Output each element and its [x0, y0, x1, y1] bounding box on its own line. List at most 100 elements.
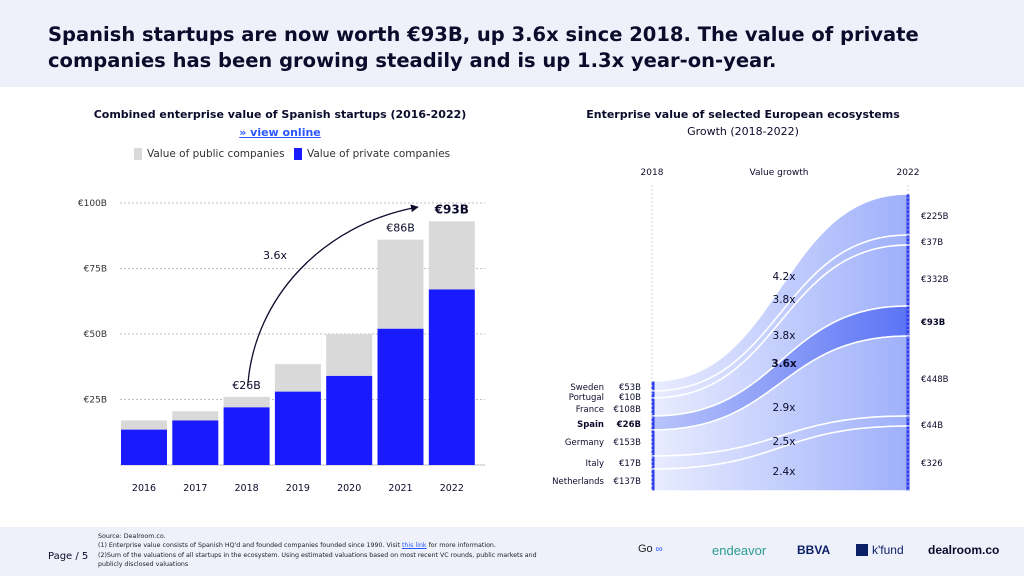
header-band — [0, 0, 1024, 87]
column-label-0: 2018 — [641, 168, 664, 178]
ecosystem-name-netherlands: Netherlands — [552, 477, 604, 487]
ecosystem-name-france: France — [576, 405, 604, 415]
bar-private-2016 — [121, 429, 167, 465]
bar-private-2021 — [377, 328, 424, 465]
x-tick-label: 2021 — [388, 483, 412, 494]
node-2018-spain — [651, 416, 655, 430]
ecosystem-name-germany: Germany — [565, 438, 604, 448]
node-2022-germany — [906, 336, 910, 416]
value-2018-netherlands: €137B — [614, 477, 642, 487]
x-tick-label: 2018 — [235, 483, 259, 494]
page-headline: Spanish startups are now worth €93B, up … — [48, 23, 919, 72]
note-1: (1) Enterprise value consists of Spanish… — [98, 542, 496, 550]
value-2018-germany: €153B — [614, 438, 642, 448]
bar-total-label-2018: €26B — [232, 379, 261, 392]
x-tick-label: 2019 — [286, 483, 310, 494]
left-chart-title: Combined enterprise value of Spanish sta… — [93, 108, 467, 121]
x-tick-label: 2017 — [183, 483, 207, 494]
y-tick-label: €100B — [78, 199, 107, 209]
x-tick-label: 2020 — [337, 483, 361, 494]
growth-annotation: 3.6x — [263, 249, 287, 262]
bar-private-2018 — [223, 407, 270, 465]
value-2022-spain: €93B — [920, 318, 945, 328]
ecosystem-name-portugal: Portugal — [569, 393, 604, 403]
bar-public-2021 — [377, 239, 424, 329]
bar-private-2017 — [172, 420, 219, 465]
legend-public: Value of public companies — [134, 148, 285, 160]
bar-public-2018 — [223, 396, 270, 408]
bar-private-2020 — [326, 375, 373, 465]
node-2018-italy — [651, 456, 655, 469]
value-2022-netherlands: €326 — [921, 459, 943, 469]
growth-label-spain: 3.6x — [771, 358, 797, 370]
value-2018-spain: €26B — [616, 420, 641, 430]
legend-swatch-private — [294, 148, 302, 160]
node-2018-france — [651, 398, 655, 416]
y-tick-label: €25B — [84, 396, 107, 406]
ecosystem-name-italy: Italy — [586, 459, 604, 469]
legend-label-private: Value of private companies — [307, 148, 451, 160]
partner-logo-endeavor: endeavor — [712, 543, 767, 558]
growth-label-france: 3.8x — [773, 330, 796, 342]
partner-logo-go: Go ∞ — [638, 543, 663, 555]
value-2018-portugal: €10B — [619, 393, 641, 403]
bar-public-2020 — [326, 334, 373, 376]
sources-notes: Source: Dealroom.co. (1) Enterprise valu… — [98, 532, 558, 570]
y-tick-label: €50B — [84, 330, 107, 340]
x-tick-label: 2016 — [132, 483, 156, 494]
growth-label-italy: 2.5x — [773, 436, 796, 448]
y-tick-label: €75B — [84, 265, 107, 275]
node-2018-germany — [651, 430, 655, 456]
growth-arrow — [247, 204, 419, 384]
bar-private-2022 — [428, 289, 475, 465]
bar-public-2016 — [121, 420, 167, 430]
page-number: Page / 5 — [48, 551, 89, 562]
ecosystem-name-sweden: Sweden — [570, 383, 604, 393]
this-link[interactable]: this link — [401, 542, 427, 550]
value-2022-sweden: €225B — [921, 212, 949, 222]
partner-logo-kfund: k'fund — [856, 543, 904, 557]
legend-private: Value of private companies — [294, 148, 450, 160]
node-2018-netherlands — [651, 469, 655, 491]
value-2022-germany: €448B — [921, 375, 949, 385]
bar-public-2022 — [428, 221, 475, 290]
legend-label-public: Value of public companies — [147, 148, 285, 160]
footer-band — [0, 527, 1024, 576]
right-chart-subtitle: Growth (2018-2022) — [687, 125, 799, 138]
growth-label-netherlands: 2.4x — [773, 466, 796, 478]
node-2018-sweden — [651, 381, 655, 391]
right-chart-title: Enterprise value of selected European ec… — [586, 108, 900, 121]
growth-label-sweden: 4.2x — [773, 271, 796, 283]
node-2022-france — [906, 245, 910, 306]
source-line: Source: Dealroom.co. — [98, 533, 166, 540]
node-2022-portugal — [906, 235, 910, 245]
column-label-1: Value growth — [750, 168, 809, 178]
value-2022-italy: €44B — [921, 421, 943, 431]
partner-logo-bbva: BBVA — [797, 543, 831, 557]
growth-label-germany: 2.9x — [773, 402, 796, 414]
growth-label-portugal: 3.8x — [773, 294, 796, 306]
node-2022-netherlands — [906, 426, 910, 491]
bar-public-2017 — [172, 411, 219, 421]
value-2022-portugal: €37B — [921, 238, 943, 248]
value-2018-france: €108B — [614, 405, 642, 415]
partner-logo-dealroom: dealroom.co — [928, 543, 1000, 557]
x-tick-label: 2022 — [440, 483, 464, 494]
bar-total-label-2021: €86B — [386, 222, 415, 235]
bar-public-2019 — [274, 364, 321, 392]
go-logo-icon: ∞ — [652, 544, 663, 555]
bar-private-2019 — [274, 391, 321, 465]
value-2018-sweden: €53B — [619, 383, 641, 393]
note-2: (2)Sum of the valuations of all startups… — [98, 551, 537, 569]
value-2022-france: €332B — [921, 275, 949, 285]
bar-total-label-2022: €93B — [434, 202, 469, 216]
value-2018-italy: €17B — [619, 459, 641, 469]
ecosystem-name-spain: Spain — [577, 420, 604, 430]
view-online-link[interactable]: » view online — [239, 126, 321, 139]
kfund-logo-icon — [856, 544, 868, 556]
node-2018-portugal — [651, 391, 655, 398]
column-label-2: 2022 — [897, 168, 920, 178]
legend-swatch-public — [134, 148, 142, 160]
